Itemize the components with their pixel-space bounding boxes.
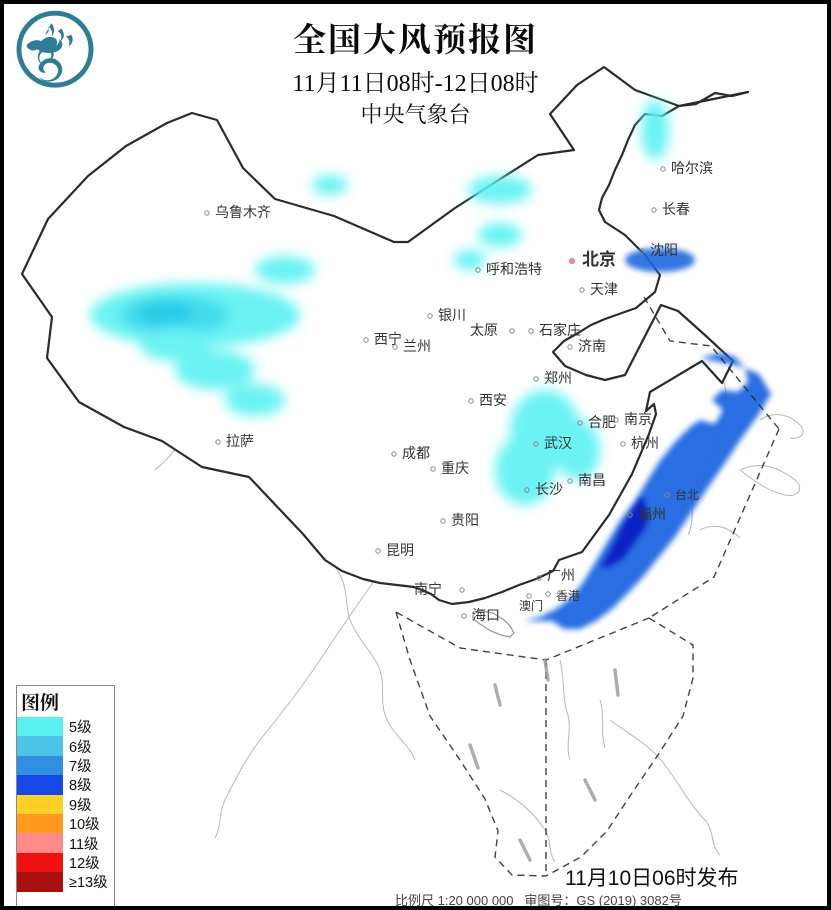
- svg-text:长春: 长春: [662, 201, 690, 217]
- svg-text:济南: 济南: [578, 338, 606, 354]
- svg-text:长沙: 长沙: [535, 481, 563, 497]
- svg-text:北京: 北京: [582, 249, 616, 269]
- svg-text:兰州: 兰州: [403, 338, 431, 354]
- svg-text:南宁: 南宁: [414, 581, 442, 597]
- svg-text:乌鲁木齐: 乌鲁木齐: [215, 204, 271, 220]
- svg-text:福州: 福州: [638, 506, 666, 522]
- svg-text:香港: 香港: [556, 589, 580, 603]
- svg-text:台北: 台北: [675, 487, 699, 502]
- svg-text:成都: 成都: [402, 445, 430, 461]
- svg-text:重庆: 重庆: [441, 460, 469, 476]
- svg-text:海口: 海口: [472, 607, 500, 623]
- svg-text:拉萨: 拉萨: [226, 433, 254, 449]
- svg-text:西宁: 西宁: [374, 331, 402, 347]
- svg-text:南京: 南京: [624, 411, 652, 427]
- svg-text:广州: 广州: [547, 567, 575, 583]
- svg-text:贵阳: 贵阳: [451, 512, 479, 528]
- svg-text:太原: 太原: [470, 322, 498, 338]
- svg-text:呼和浩特: 呼和浩特: [486, 261, 542, 277]
- svg-text:郑州: 郑州: [544, 370, 572, 386]
- svg-text:澳门: 澳门: [519, 598, 543, 613]
- svg-text:天津: 天津: [590, 281, 618, 297]
- svg-text:杭州: 杭州: [631, 435, 659, 451]
- svg-text:西安: 西安: [479, 392, 507, 408]
- svg-text:南昌: 南昌: [578, 472, 606, 488]
- svg-text:合肥: 合肥: [588, 414, 616, 430]
- svg-text:昆明: 昆明: [386, 542, 414, 558]
- svg-text:武汉: 武汉: [544, 435, 572, 451]
- svg-text:哈尔滨: 哈尔滨: [671, 160, 713, 176]
- svg-text:银川: 银川: [438, 307, 466, 323]
- svg-text:石家庄: 石家庄: [539, 322, 581, 338]
- svg-text:沈阳: 沈阳: [650, 242, 678, 258]
